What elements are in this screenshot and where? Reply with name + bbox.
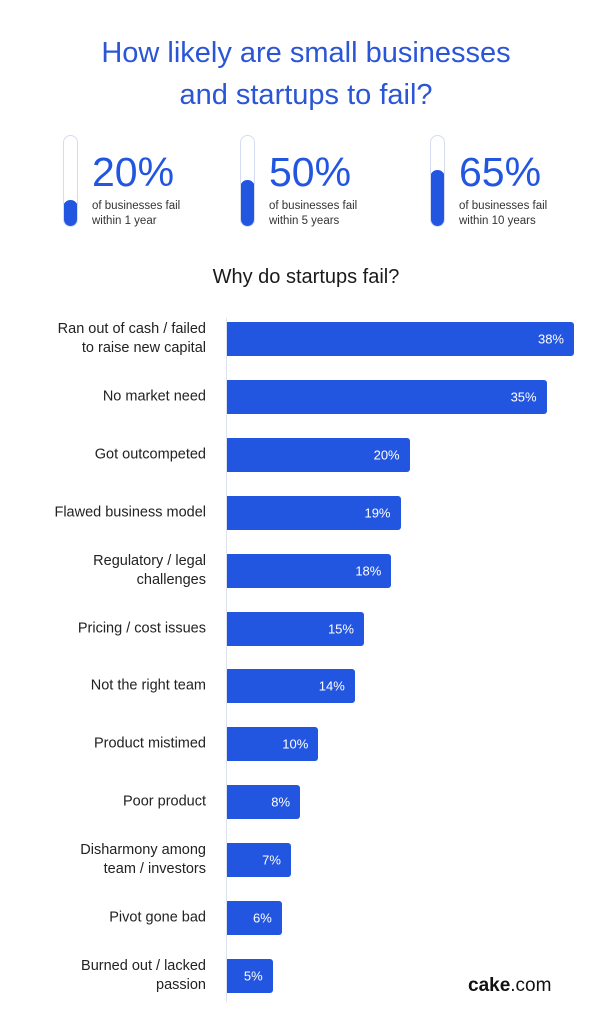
- bar-category-label: Regulatory / legal challenges: [6, 552, 206, 590]
- title-line-1: How likely are small businesses: [101, 37, 511, 69]
- bar-label-line: Regulatory / legal: [93, 552, 206, 569]
- bar: 7%: [227, 843, 291, 878]
- bar-label-line: Ran out of cash / failed: [57, 321, 206, 337]
- bar-label-line: Pivot gone bad: [109, 909, 206, 926]
- bar-label-line: team / investors: [103, 861, 206, 878]
- chart-row: Flawed business model 19%: [0, 495, 612, 530]
- stat-value: 65%: [459, 149, 542, 195]
- bar-label-line: to raise new capital: [81, 340, 206, 356]
- bar-category-label: Disharmony among team / investors: [6, 841, 206, 879]
- bar-value-label: 14%: [318, 678, 345, 694]
- stat-description: of businesses fail within 1 year: [92, 199, 180, 229]
- thermometer-fill: [241, 180, 254, 226]
- chart-row: Poor product 8%: [0, 785, 612, 820]
- stat-line-1: of businesses fail: [269, 200, 358, 212]
- chart-row: Got outcompeted 20%: [0, 437, 612, 472]
- thermometer-gauge: [63, 135, 78, 227]
- bar: 10%: [227, 727, 319, 762]
- bar-value-label: 19%: [364, 505, 391, 521]
- thermometer-gauge: [240, 135, 255, 227]
- bar: 6%: [227, 901, 282, 935]
- bar: 19%: [227, 495, 401, 530]
- chart-row: Pricing / cost issues 15%: [0, 611, 612, 646]
- bar: 38%: [227, 322, 574, 356]
- bar-label-line: Got outcompeted: [94, 446, 206, 463]
- bar-label-line: Product mistimed: [93, 735, 206, 752]
- stat-description: of businesses fail within 10 years: [459, 199, 547, 229]
- chart-row: Not the right team 14%: [0, 669, 612, 704]
- logo-bold: cake: [468, 975, 511, 996]
- bar-label-line: challenges: [136, 571, 206, 588]
- chart-row: Disharmony among team / investors 7%: [0, 841, 612, 879]
- thermometer-fill: [64, 200, 77, 226]
- bar-category-label: Got outcompeted: [6, 445, 206, 464]
- bar-category-label: Pivot gone bad: [6, 909, 206, 928]
- bar-label-line: Flawed business model: [54, 504, 206, 521]
- stat-line-2: within 5 years: [269, 215, 340, 227]
- bar-category-label: Flawed business model: [6, 503, 206, 522]
- bar-category-label: Ran out of cash / failed to raise new cap…: [6, 320, 206, 358]
- bar-label-line: Pricing / cost issues: [77, 620, 206, 636]
- bar-value-label: 20%: [373, 447, 400, 463]
- chart-row: Regulatory / legal challenges 18%: [0, 552, 612, 590]
- bar-value-label: 35%: [510, 389, 537, 405]
- bar: 8%: [227, 785, 301, 820]
- page-title: How likely are small businesses and star…: [0, 32, 612, 116]
- bar-category-label: Product mistimed: [6, 735, 206, 754]
- bar: 35%: [227, 379, 547, 414]
- stat-line-1: of businesses fail: [92, 200, 181, 212]
- stat-value: 50%: [269, 149, 352, 195]
- thermometer-fill: [431, 170, 444, 226]
- bar-category-label: Burned out / lacked passion: [6, 957, 206, 995]
- bar-value-label: 5%: [243, 968, 263, 984]
- stat-description: of businesses fail within 5 years: [269, 199, 357, 229]
- bar-value-label: 6%: [252, 910, 272, 926]
- bar: 14%: [227, 669, 355, 704]
- stat-line-2: within 1 year: [92, 215, 157, 227]
- brand-logo: cake.com: [468, 975, 551, 997]
- bar-value-label: 10%: [282, 736, 309, 752]
- bar-category-label: Poor product: [6, 793, 206, 812]
- chart-row: Burned out / lacked passion 5%: [0, 957, 612, 995]
- bar-value-label: 18%: [355, 563, 382, 579]
- chart-title: Why do startups fail?: [212, 266, 400, 288]
- logo-rest: .com: [510, 975, 552, 996]
- stat-line-1: of businesses fail: [459, 200, 548, 212]
- bar-category-label: Pricing / cost issues: [6, 619, 206, 638]
- bar-label-line: Burned out / lacked: [81, 957, 206, 974]
- bar: 5%: [227, 958, 273, 993]
- bar-label-line: Disharmony among: [80, 842, 206, 859]
- bar-value-label: 8%: [271, 794, 291, 810]
- title-line-2: and startups to fail?: [179, 79, 433, 111]
- bar-value-label: 38%: [537, 331, 564, 347]
- bar-value-label: 15%: [327, 621, 354, 636]
- bar: 20%: [227, 437, 410, 472]
- bar-category-label: Not the right team: [6, 677, 206, 696]
- bar: 18%: [227, 553, 392, 588]
- bar-value-label: 7%: [262, 852, 281, 868]
- bar-label-line: Not the right team: [90, 677, 206, 694]
- stat-line-2: within 10 years: [459, 215, 536, 227]
- chart-row: Ran out of cash / failed to raise new cap…: [0, 320, 612, 358]
- stat-value: 20%: [92, 149, 175, 195]
- thermometer-gauge: [430, 135, 445, 227]
- chart-row: Pivot gone bad 6%: [0, 901, 612, 935]
- bar-label-line: Poor product: [122, 793, 206, 810]
- chart-row: No market need 35%: [0, 379, 612, 414]
- chart-axis-line: [226, 318, 227, 1002]
- chart-row: Product mistimed 10%: [0, 727, 612, 762]
- bar-label-line: No market need: [102, 388, 206, 405]
- bar-category-label: No market need: [6, 387, 206, 406]
- bar-label-line: passion: [156, 976, 206, 993]
- bar: 15%: [227, 611, 364, 646]
